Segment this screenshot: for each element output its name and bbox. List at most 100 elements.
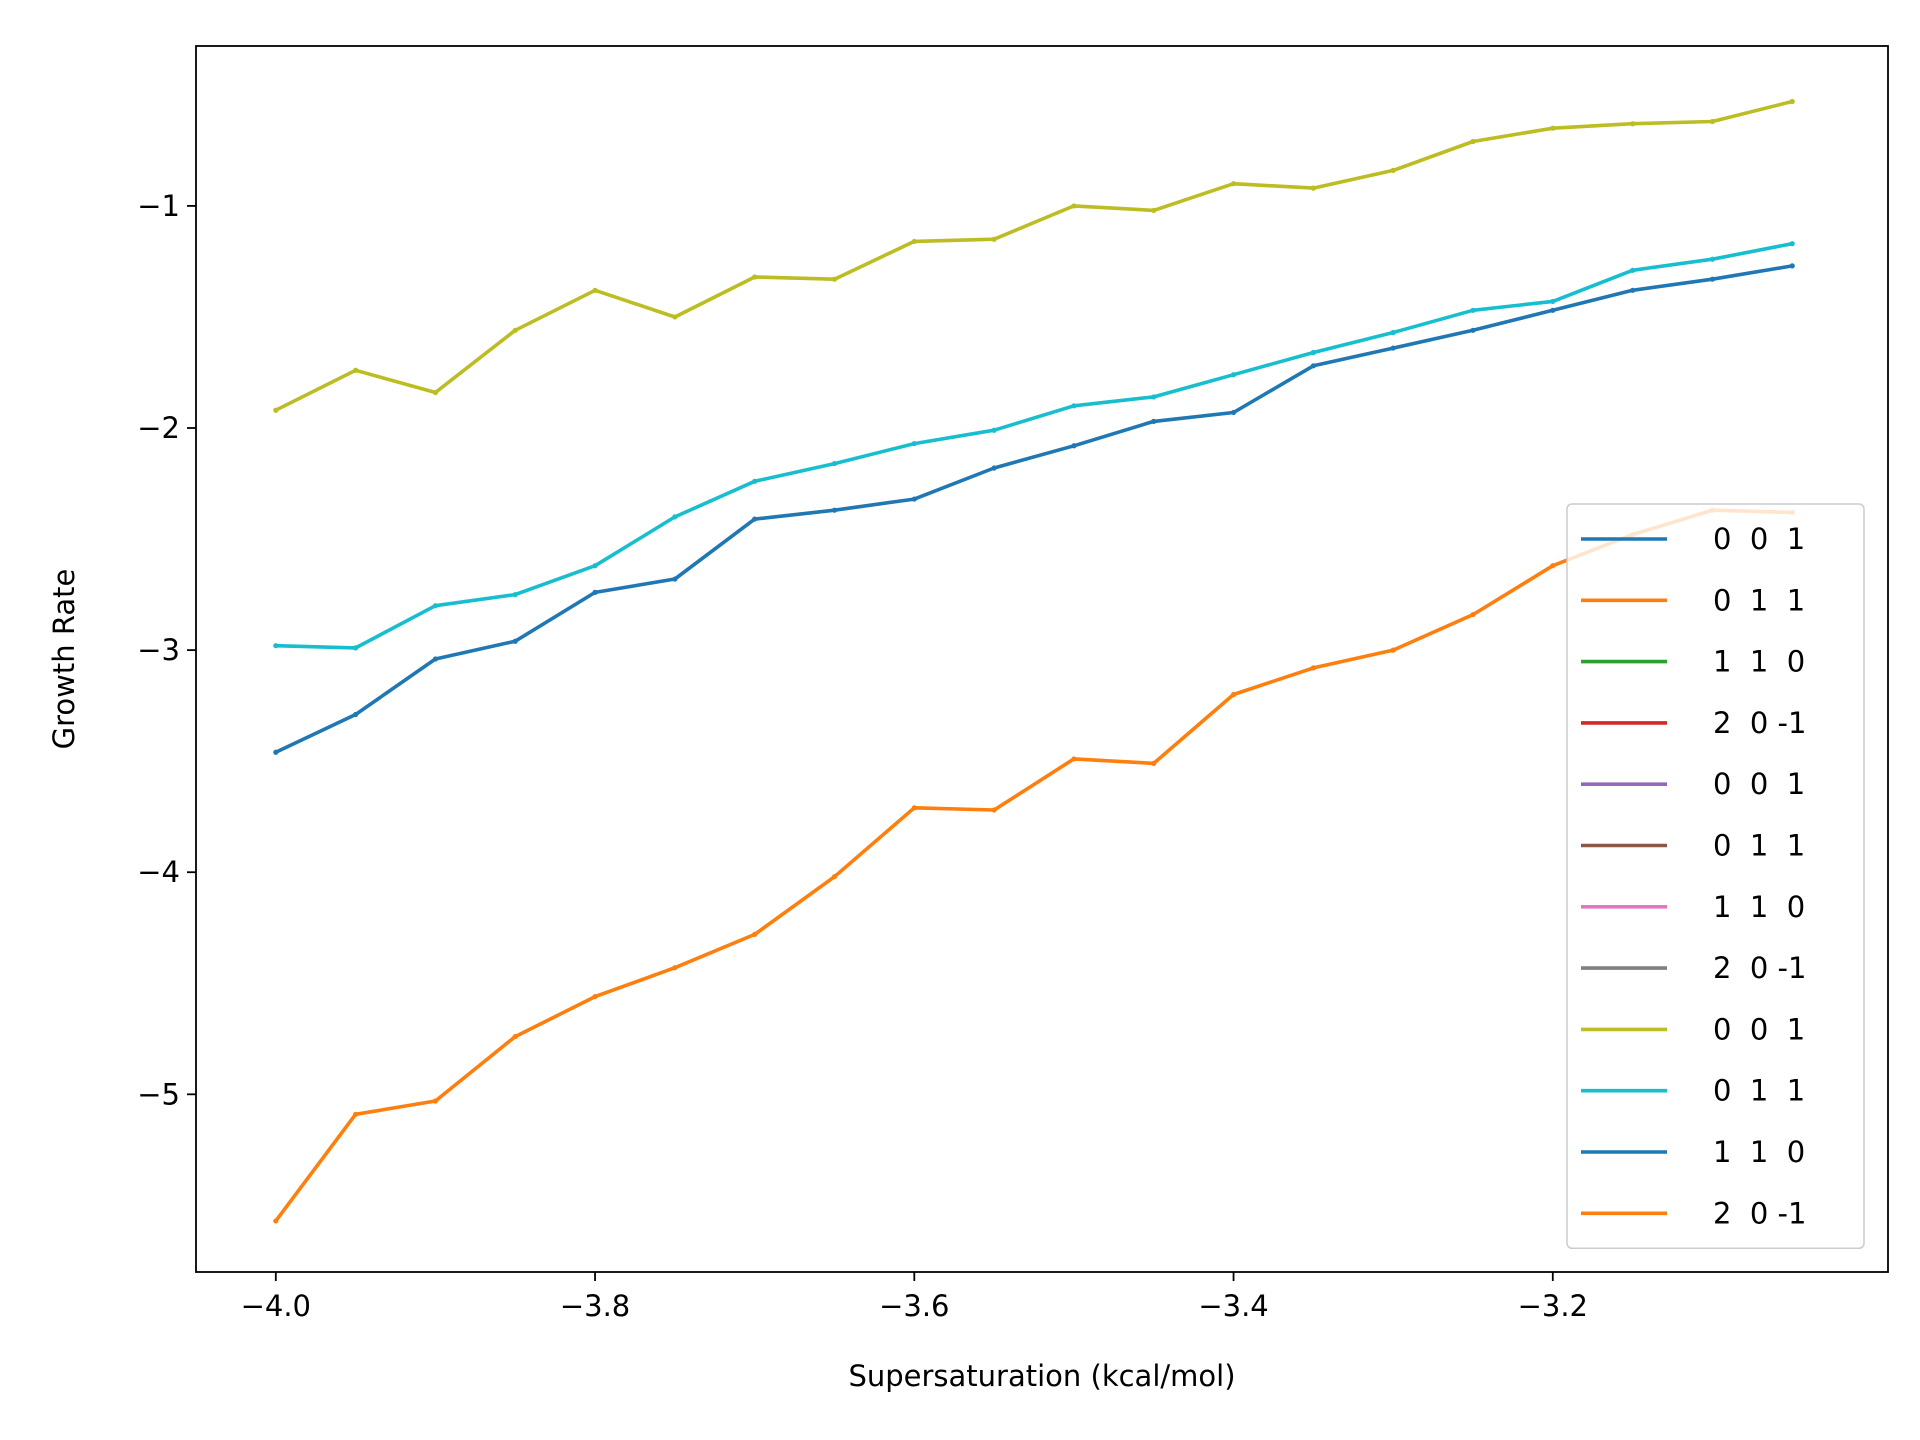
- data-point: [831, 460, 838, 467]
- data-point: [1230, 181, 1237, 187]
- data-point: [1709, 276, 1716, 282]
- series-line-9: [275, 241, 1793, 650]
- series-line-8: [274, 99, 1793, 412]
- data-point: [1630, 121, 1636, 127]
- data-point: [273, 749, 279, 755]
- data-point: [991, 465, 997, 471]
- legend-label: 0 0 1: [1713, 522, 1805, 556]
- data-point: [1390, 167, 1396, 173]
- data-point: [1071, 756, 1077, 762]
- data-point: [1470, 307, 1476, 313]
- data-point: [273, 643, 279, 649]
- x-tick-label: −3.4: [1198, 1289, 1268, 1323]
- data-point: [273, 407, 279, 413]
- data-point: [1230, 372, 1237, 378]
- data-point: [1310, 665, 1316, 671]
- data-point: [592, 589, 598, 595]
- data-point: [1390, 329, 1396, 336]
- plot-frame: [195, 45, 1889, 1273]
- legend-label: 2 0 -1: [1713, 706, 1806, 740]
- data-point: [752, 516, 758, 522]
- data-point: [991, 427, 997, 433]
- data-point: [1789, 241, 1795, 247]
- data-point: [1151, 207, 1157, 213]
- data-point: [353, 1111, 359, 1117]
- data-point: [752, 478, 758, 484]
- data-point: [592, 287, 598, 293]
- y-tick-label: −4: [137, 855, 180, 889]
- data-point: [1789, 263, 1795, 269]
- data-point: [1390, 647, 1396, 653]
- y-tick-label: −1: [137, 189, 180, 223]
- data-point: [1630, 267, 1636, 273]
- data-point: [1470, 611, 1476, 618]
- data-point: [752, 274, 758, 280]
- data-point: [1630, 287, 1636, 293]
- legend-label: 2 0 -1: [1713, 951, 1806, 985]
- data-point: [911, 805, 917, 811]
- data-point: [1071, 443, 1077, 449]
- data-point: [911, 238, 917, 245]
- x-tick-label: −3.2: [1518, 1289, 1588, 1323]
- legend-label: 0 1 1: [1713, 829, 1805, 863]
- data-point: [1151, 760, 1157, 766]
- y-tick-label: −5: [137, 1077, 180, 1111]
- data-point: [672, 576, 678, 582]
- data-point: [991, 807, 997, 813]
- data-point: [512, 591, 518, 598]
- x-axis-label: Supersaturation (kcal/mol): [848, 1359, 1235, 1393]
- data-point: [1310, 363, 1316, 369]
- legend-label: 1 1 0: [1713, 890, 1805, 924]
- data-point: [1230, 409, 1237, 416]
- legend: 0 0 1 0 1 1 1 1 0 2 0 -1 0 0 1 0 1 1 1 1 0 2 0 …: [1566, 503, 1865, 1250]
- data-point: [911, 496, 917, 502]
- data-point: [273, 1218, 279, 1224]
- legend-box: [1566, 503, 1865, 1250]
- legend-label: 1 1 0: [1713, 1135, 1805, 1169]
- data-point: [1550, 125, 1556, 131]
- data-point: [1550, 307, 1556, 313]
- data-point: [831, 276, 838, 282]
- data-point: [1709, 256, 1716, 262]
- y-tick-label: −3: [137, 633, 180, 667]
- data-point: [432, 389, 439, 396]
- data-point: [592, 563, 598, 569]
- data-point: [1709, 118, 1716, 125]
- data-point: [512, 327, 518, 333]
- data-point: [512, 638, 518, 644]
- data-point: [1071, 203, 1077, 209]
- data-point: [672, 514, 678, 520]
- data-point: [1390, 345, 1396, 351]
- x-tick-label: −3.6: [879, 1289, 949, 1323]
- legend-label: 0 1 1: [1713, 1074, 1805, 1108]
- legend-label: 2 0 -1: [1713, 1196, 1806, 1230]
- legend-label: 0 0 1: [1713, 767, 1805, 801]
- data-point: [432, 656, 439, 662]
- data-point: [911, 440, 917, 447]
- data-point: [1230, 691, 1237, 698]
- legend-label: 0 0 1: [1713, 1012, 1805, 1046]
- data-point: [1550, 298, 1556, 305]
- data-point: [512, 1033, 518, 1040]
- legend-label: 1 1 0: [1713, 645, 1805, 679]
- x-tick-label: −4.0: [241, 1289, 311, 1323]
- data-point: [353, 645, 359, 651]
- y-tick-label: −2: [137, 411, 180, 445]
- data-point: [1789, 98, 1795, 105]
- data-point: [1470, 138, 1476, 145]
- series-line-10: [275, 264, 1793, 754]
- y-axis-ticks: −1 −2 −3 −4 −5: [137, 189, 196, 1111]
- data-point: [353, 367, 359, 373]
- data-point: [1071, 403, 1077, 409]
- data-point: [432, 1098, 439, 1104]
- data-point: [831, 507, 838, 513]
- x-tick-label: −3.8: [560, 1289, 630, 1323]
- data-point: [432, 603, 439, 609]
- data-point: [991, 236, 997, 242]
- data-point: [592, 993, 598, 1000]
- data-point: [1550, 563, 1556, 569]
- series-line-11: [274, 508, 1793, 1222]
- data-point: [752, 931, 758, 938]
- legend-label: 0 1 1: [1713, 583, 1805, 617]
